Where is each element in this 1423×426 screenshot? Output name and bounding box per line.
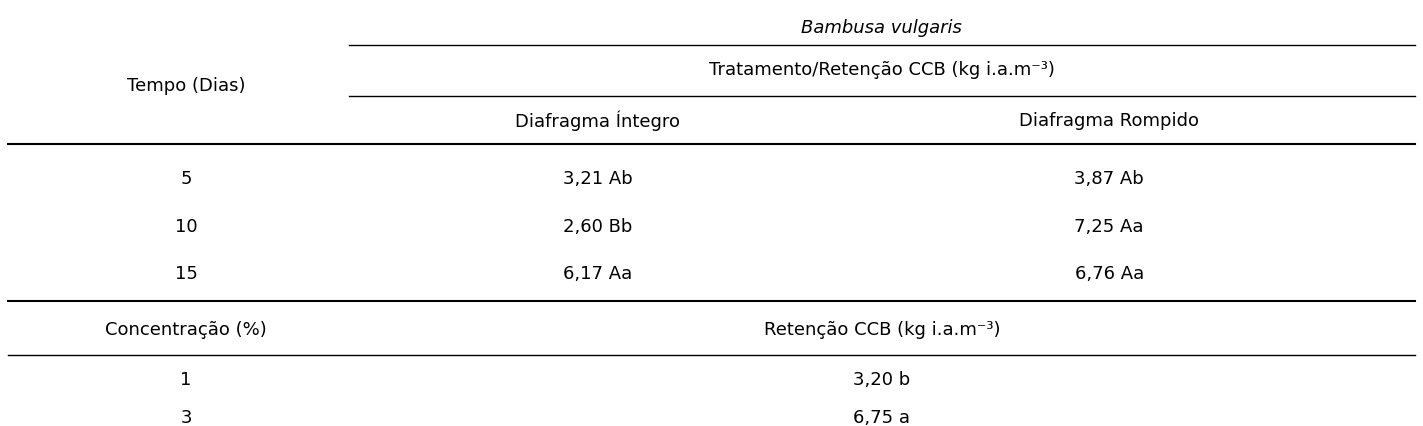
Text: Diafragma Íntegro: Diafragma Íntegro (515, 111, 680, 131)
Text: 5: 5 (181, 170, 192, 188)
Text: Concentração (%): Concentração (%) (105, 321, 268, 339)
Text: Bambusa vulgaris: Bambusa vulgaris (801, 19, 962, 37)
Text: 1: 1 (181, 371, 192, 389)
Text: 6,75 a: 6,75 a (854, 409, 911, 426)
Text: Diafragma Rompido: Diafragma Rompido (1019, 112, 1200, 130)
Text: 3: 3 (181, 409, 192, 426)
Text: 15: 15 (175, 265, 198, 283)
Text: 3,20 b: 3,20 b (854, 371, 911, 389)
Text: Tratamento/Retenção CCB (kg i.a.m⁻³): Tratamento/Retenção CCB (kg i.a.m⁻³) (709, 61, 1054, 79)
Text: Retenção CCB (kg i.a.m⁻³): Retenção CCB (kg i.a.m⁻³) (764, 321, 1000, 339)
Text: 2,60 Bb: 2,60 Bb (564, 218, 633, 236)
Text: 6,76 Aa: 6,76 Aa (1074, 265, 1144, 283)
Text: Tempo (Dias): Tempo (Dias) (127, 78, 245, 95)
Text: 3,21 Ab: 3,21 Ab (564, 170, 633, 188)
Text: 10: 10 (175, 218, 198, 236)
Text: 7,25 Aa: 7,25 Aa (1074, 218, 1144, 236)
Text: 3,87 Ab: 3,87 Ab (1074, 170, 1144, 188)
Text: 6,17 Aa: 6,17 Aa (564, 265, 632, 283)
